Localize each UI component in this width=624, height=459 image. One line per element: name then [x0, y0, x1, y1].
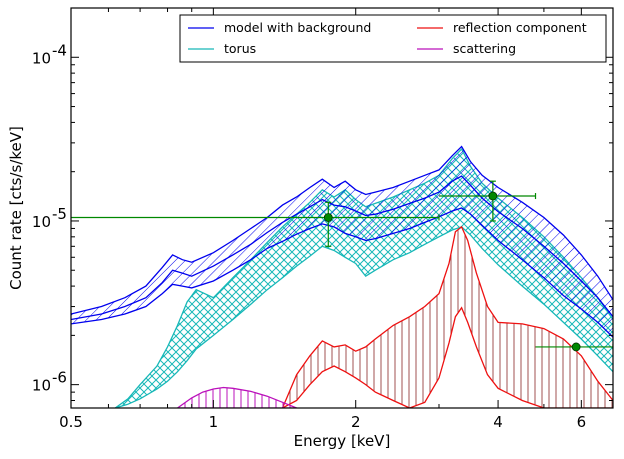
- band-upper-model-with-background: [71, 145, 613, 315]
- band-upper-scattering: [177, 386, 297, 408]
- data-point-1: [488, 191, 498, 201]
- y-tick-label-1: 10: [32, 213, 51, 231]
- y-tick-exponent-1: -5: [52, 205, 67, 223]
- band-lower-torus: [115, 226, 613, 408]
- y-tick-label-2: 10: [32, 49, 51, 67]
- legend-label-model: model with background: [224, 20, 371, 35]
- x-tick-label-2: 2: [351, 413, 361, 431]
- data-points: [71, 180, 613, 352]
- plot-frame: [70, 7, 614, 409]
- data-point-0: [323, 213, 333, 222]
- y-tick-exponent-0: -6: [52, 369, 67, 387]
- y-tick-exponent-2: -4: [52, 41, 67, 59]
- legend-label-reflection: reflection component: [453, 20, 587, 35]
- band-mid-model-with-background: [71, 175, 613, 321]
- x-tick-label-1: 1: [209, 413, 219, 431]
- band-fill-scattering: [177, 387, 297, 408]
- series-bands: [71, 145, 613, 408]
- legend-label-scattering: scattering: [453, 41, 516, 56]
- band-fill-reflection-component: [282, 226, 613, 408]
- band-fill-model-with-background: [71, 146, 613, 338]
- x-tick-label-4: 6: [577, 413, 587, 431]
- data-point-2: [571, 342, 581, 352]
- x-tick-label-3: 4: [493, 413, 503, 431]
- x-axis-title: Energy [keV]: [294, 432, 391, 450]
- x-tick-label-0: 0.5: [59, 413, 83, 431]
- y-axis-title: Count rate [cts/s/keV]: [7, 126, 25, 290]
- legend: model with background torus reflection c…: [179, 14, 607, 63]
- x-tick-labels: 0.5 1 2 4 6: [59, 413, 586, 431]
- y-tick-labels: 10-610-510-4: [32, 41, 67, 394]
- band-lower-reflection-component: [282, 306, 613, 408]
- band-lower-model-with-background: [71, 207, 613, 338]
- band-upper-reflection-component: [281, 225, 613, 408]
- legend-box: [179, 14, 607, 63]
- legend-label-torus: torus: [224, 41, 256, 56]
- y-tick-label-0: 10: [32, 377, 51, 395]
